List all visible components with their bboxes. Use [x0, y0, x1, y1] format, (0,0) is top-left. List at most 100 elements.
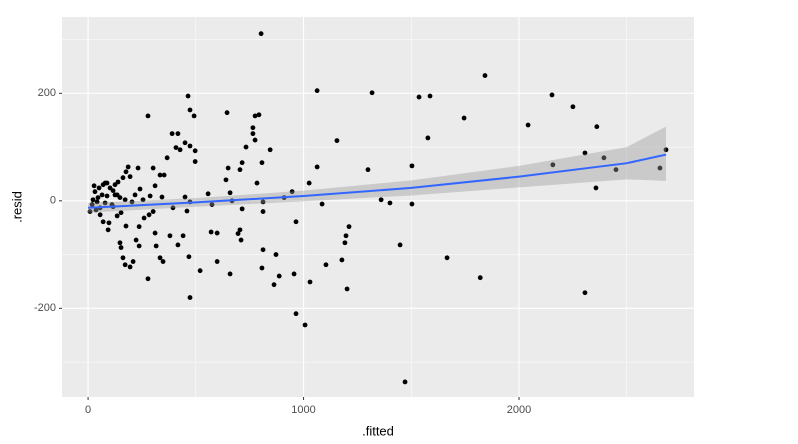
point: [145, 113, 151, 119]
point: [227, 271, 233, 277]
point: [444, 255, 450, 261]
point: [252, 137, 258, 143]
point: [122, 262, 128, 268]
point: [344, 286, 350, 292]
point: [118, 245, 124, 250]
point: [291, 271, 297, 277]
point: [252, 113, 258, 119]
point: [141, 215, 147, 221]
point: [397, 242, 403, 248]
point: [161, 172, 167, 178]
point: [409, 201, 415, 207]
point: [334, 138, 340, 144]
point: [402, 379, 408, 385]
point: [136, 224, 142, 230]
point: [314, 88, 320, 94]
point: [150, 209, 156, 214]
point: [164, 155, 170, 161]
point: [133, 237, 139, 243]
point: [152, 183, 158, 189]
point: [293, 219, 299, 225]
point: [223, 177, 229, 183]
point: [227, 190, 233, 196]
point: [192, 148, 198, 154]
x-tick-label: 2000: [507, 404, 531, 416]
point: [550, 162, 556, 168]
point: [123, 169, 129, 175]
point: [140, 197, 146, 203]
point: [205, 191, 211, 197]
point: [146, 212, 152, 218]
point: [342, 240, 348, 246]
point: [461, 115, 467, 121]
point: [224, 110, 230, 116]
point: [259, 265, 265, 271]
point: [186, 254, 192, 260]
point: [92, 189, 98, 195]
point: [197, 268, 203, 274]
point: [147, 193, 153, 199]
point: [208, 229, 214, 235]
y-axis-title: .resid: [9, 191, 24, 223]
point: [549, 92, 555, 98]
point: [90, 197, 96, 203]
point: [613, 167, 619, 173]
point: [100, 219, 106, 225]
point: [259, 160, 265, 166]
point: [94, 199, 100, 205]
point: [127, 174, 133, 180]
point: [170, 205, 176, 211]
point: [416, 94, 422, 100]
point: [570, 104, 576, 110]
point: [187, 295, 193, 300]
point: [157, 172, 163, 178]
point: [185, 93, 191, 99]
point: [105, 227, 111, 233]
point: [96, 185, 102, 191]
point: [237, 167, 243, 173]
point: [260, 209, 266, 214]
x-axis-title: .fitted: [362, 423, 394, 438]
point: [167, 233, 173, 239]
point: [192, 159, 198, 164]
point: [378, 197, 384, 203]
point: [177, 147, 183, 153]
point: [99, 192, 105, 198]
point: [657, 165, 663, 171]
point: [180, 233, 186, 239]
point: [346, 224, 352, 230]
point: [306, 180, 312, 186]
smooth-line: [88, 153, 667, 209]
point: [137, 186, 143, 192]
point: [157, 255, 163, 261]
point: [117, 240, 123, 246]
point: [93, 207, 99, 213]
point: [112, 192, 118, 198]
point: [369, 90, 375, 96]
point: [293, 311, 299, 317]
point: [130, 259, 136, 264]
point: [260, 199, 266, 205]
point: [237, 227, 243, 233]
point: [117, 195, 123, 200]
point: [191, 113, 197, 119]
point: [425, 135, 431, 141]
point: [339, 257, 345, 263]
point: [132, 192, 138, 198]
point: [150, 165, 156, 171]
point: [525, 122, 531, 128]
point: [256, 112, 262, 118]
point: [250, 125, 256, 131]
point: [104, 193, 110, 199]
point: [123, 223, 129, 229]
point: [387, 200, 393, 206]
point: [243, 144, 249, 150]
point: [173, 145, 179, 151]
point: [182, 140, 188, 146]
point: [136, 243, 142, 249]
point: [114, 213, 120, 219]
point: [175, 242, 181, 248]
point: [319, 201, 325, 207]
point: [107, 185, 113, 191]
